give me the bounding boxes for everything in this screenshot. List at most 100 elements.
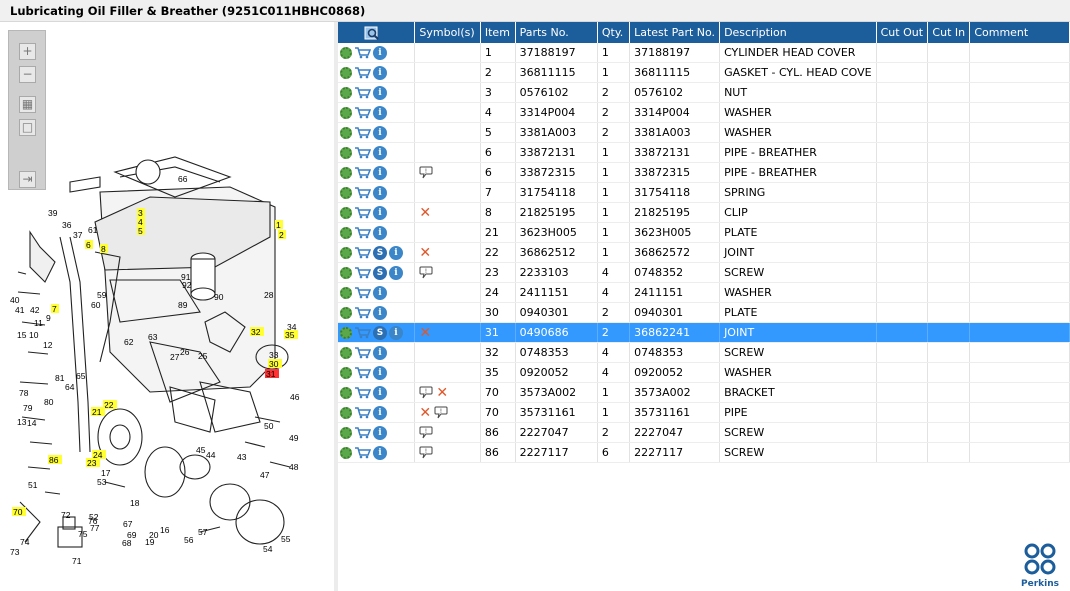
callout-label-21[interactable]: 21 (92, 407, 102, 417)
table-row[interactable]: i 1 37188197 1 37188197 CYLINDER HEAD COVER (338, 43, 1070, 63)
configure-gear-icon[interactable] (340, 426, 352, 439)
callout-label-59[interactable]: 59 (97, 290, 107, 300)
info-icon[interactable]: i (373, 285, 387, 300)
table-row[interactable]: i 4 3314P004 2 3314P004 WASHER (338, 102, 1070, 123)
column-header-latest-part-no[interactable]: Latest Part No. (629, 22, 721, 43)
callout-label-52[interactable]: 52 (89, 512, 99, 522)
note-bubble-icon[interactable]: ! (419, 426, 433, 439)
table-row[interactable]: i 32 0748353 4 0748353 SCREW (338, 342, 1070, 363)
add-to-cart-icon[interactable] (354, 326, 371, 339)
callout-label-1[interactable]: 1 (276, 220, 281, 230)
callout-label-71[interactable]: 71 (72, 556, 82, 566)
configure-gear-icon[interactable] (340, 406, 352, 419)
callout-label-49[interactable]: 49 (289, 433, 299, 443)
callout-label-41[interactable]: 41 (15, 305, 25, 315)
callout-label-8[interactable]: 8 (101, 244, 106, 254)
info-icon[interactable]: i (373, 165, 387, 180)
column-header-actions[interactable] (338, 22, 416, 43)
configure-gear-icon[interactable] (340, 46, 352, 59)
callout-label-22[interactable]: 22 (104, 400, 114, 410)
configure-gear-icon[interactable] (340, 246, 352, 259)
callout-label-37[interactable]: 37 (73, 230, 83, 240)
add-to-cart-icon[interactable] (354, 346, 371, 359)
zoom-in-button[interactable]: + (19, 43, 36, 60)
callout-label-91[interactable]: 91 (181, 272, 191, 282)
table-row[interactable]: i 24 2411151 4 2411151 WASHER (338, 282, 1070, 303)
info-icon[interactable]: i (373, 225, 387, 240)
callout-label-86[interactable]: 86 (49, 455, 59, 465)
callout-label-13[interactable]: 13 (17, 417, 27, 427)
callout-label-78[interactable]: 78 (19, 388, 29, 398)
export-button[interactable]: ⇥ (19, 171, 36, 188)
callout-label-34[interactable]: 34 (287, 322, 297, 332)
callout-label-50[interactable]: 50 (264, 421, 274, 431)
add-to-cart-icon[interactable] (354, 226, 371, 239)
info-icon[interactable]: i (373, 45, 387, 60)
callout-label-14[interactable]: 14 (27, 418, 37, 428)
callout-label-2[interactable]: 2 (279, 230, 284, 240)
callout-label-89[interactable]: 89 (178, 300, 188, 310)
add-to-cart-icon[interactable] (354, 166, 371, 179)
table-row[interactable]: i! 86 2227117 6 2227117 SCREW (338, 442, 1070, 463)
callout-label-42[interactable]: 42 (30, 305, 40, 315)
configure-gear-icon[interactable] (340, 126, 352, 139)
configure-gear-icon[interactable] (340, 266, 352, 279)
add-to-cart-icon[interactable] (354, 426, 371, 439)
callout-label-73[interactable]: 73 (10, 547, 20, 557)
info-icon[interactable]: i (373, 185, 387, 200)
info-icon[interactable]: i (373, 65, 387, 80)
add-to-cart-icon[interactable] (354, 86, 371, 99)
superseded-x-icon[interactable]: ✕ (419, 244, 432, 261)
callout-label-65[interactable]: 65 (76, 371, 86, 381)
diagram-pane[interactable]: 1 2 3 4 5 6 8 7 22 21 24 23 86 70 30 31 32 35 66 39 36 37 61 9 5… (0, 22, 334, 591)
column-header-cut-in[interactable]: Cut In (927, 22, 971, 43)
add-to-cart-icon[interactable] (354, 246, 371, 259)
callout-label-81[interactable]: 81 (55, 373, 65, 383)
info-icon[interactable]: i (389, 325, 403, 340)
callout-label-63[interactable]: 63 (148, 332, 158, 342)
add-to-cart-icon[interactable] (354, 106, 371, 119)
callout-label-61[interactable]: 61 (88, 225, 98, 235)
table-row[interactable]: i 30 0940301 2 0940301 PLATE (338, 302, 1070, 323)
callout-label-19[interactable]: 19 (145, 537, 155, 547)
callout-label-55[interactable]: 55 (281, 534, 291, 544)
callout-label-6[interactable]: 6 (86, 240, 91, 250)
callout-label-77[interactable]: 77 (90, 523, 100, 533)
callout-label-57[interactable]: 57 (198, 527, 208, 537)
add-to-cart-icon[interactable] (354, 386, 371, 399)
callout-label-11[interactable]: 11 (34, 318, 43, 328)
configure-gear-icon[interactable] (340, 386, 352, 399)
table-row[interactable]: i! 6 33872315 1 33872315 PIPE - BREATHER (338, 162, 1070, 183)
callout-label-44[interactable]: 44 (206, 450, 216, 460)
callout-label-69[interactable]: 69 (127, 530, 137, 540)
callout-label-79[interactable]: 79 (23, 403, 33, 413)
configure-gear-icon[interactable] (340, 86, 352, 99)
configure-gear-icon[interactable] (340, 286, 352, 299)
callout-label-45[interactable]: 45 (196, 445, 206, 455)
callout-label-40[interactable]: 40 (10, 295, 20, 305)
callout-label-12[interactable]: 12 (43, 340, 53, 350)
callout-label-17[interactable]: 17 (101, 468, 111, 478)
table-row[interactable]: i ✕! 70 35731161 1 35731161 PIPE (338, 402, 1070, 423)
configure-gear-icon[interactable] (340, 446, 352, 459)
add-to-cart-icon[interactable] (354, 366, 371, 379)
info-icon[interactable]: i (373, 445, 387, 460)
info-icon[interactable]: i (389, 245, 403, 260)
table-row[interactable]: i 3 0576102 2 0576102 NUT (338, 82, 1070, 103)
callout-label-5[interactable]: 5 (138, 226, 143, 236)
service-s-icon[interactable]: S (373, 325, 387, 340)
callout-label-24[interactable]: 24 (93, 450, 103, 460)
callout-label-32[interactable]: 32 (251, 327, 261, 337)
configure-gear-icon[interactable] (340, 326, 352, 339)
callout-label-39[interactable]: 39 (48, 208, 58, 218)
callout-label-18[interactable]: 18 (130, 498, 140, 508)
info-icon[interactable]: i (373, 385, 387, 400)
superseded-x-icon[interactable]: ✕ (436, 384, 449, 401)
callout-label-25[interactable]: 25 (198, 351, 208, 361)
table-row[interactable]: i 6 33872131 1 33872131 PIPE - BREATHER (338, 142, 1070, 163)
info-icon[interactable]: i (373, 85, 387, 100)
callout-label-3[interactable]: 3 (138, 208, 143, 218)
column-header-parts-no[interactable]: Parts No. (515, 22, 598, 43)
